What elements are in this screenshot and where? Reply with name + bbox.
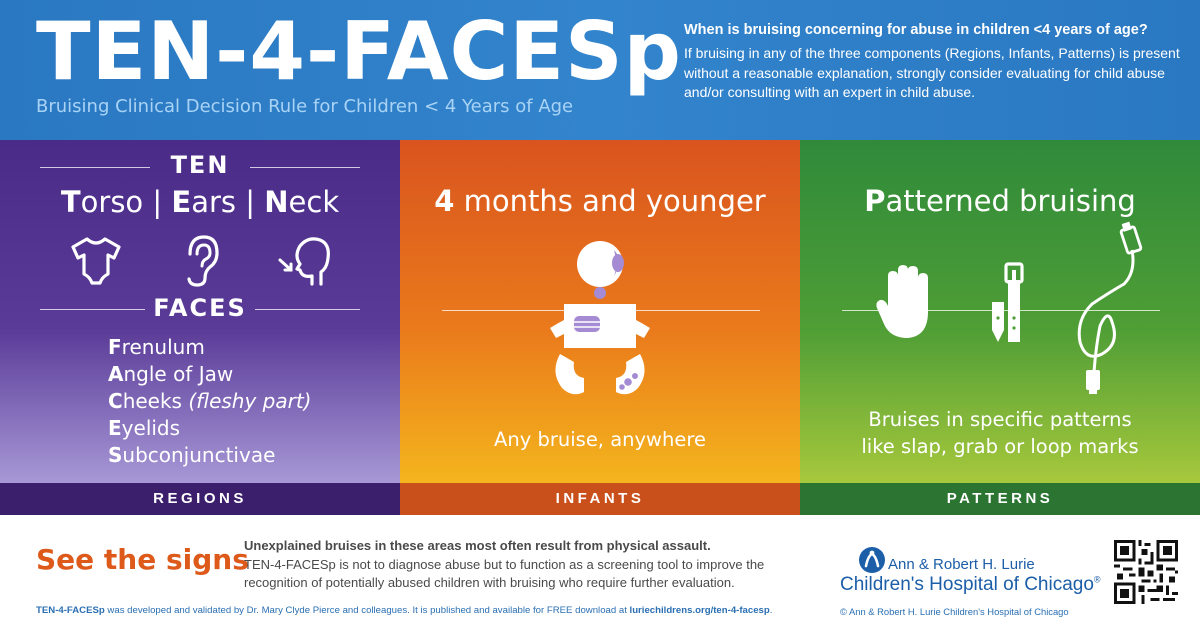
patterns-band: PATTERNS — [800, 483, 1200, 515]
lurie-logo: Ann & Robert H. Lurie Children's Hospita… — [840, 546, 1101, 598]
logo-text-line1: Ann & Robert H. Lurie — [888, 556, 1035, 573]
divider — [255, 309, 360, 310]
patterns-caption: Bruises in specific patterns like slap, … — [861, 408, 1139, 458]
list-item: Cheeks (fleshy part) — [108, 389, 312, 413]
cord-loop-icon — [1077, 221, 1143, 394]
belt-icon — [992, 262, 1024, 342]
infants-heading: 4 months and younger — [434, 184, 766, 218]
divider — [40, 167, 150, 168]
header-question: When is bruising concerning for abuse in… — [684, 22, 1148, 38]
list-item: Eyelids — [108, 416, 181, 440]
footer-lead-text: Unexplained bruises in these areas most … — [244, 538, 711, 553]
ear-icon — [187, 235, 219, 287]
infants-band: INFANTS — [400, 483, 800, 515]
see-signs-heading: See the signs — [36, 543, 249, 576]
qr-code-icon[interactable] — [1114, 540, 1178, 604]
ten-label: TEN — [170, 151, 230, 179]
patterns-heading: Patterned bruising — [864, 184, 1136, 218]
page-title: TEN-4-FACESp — [36, 5, 682, 98]
patterns-panel: Patterned bruising Bruises in specific p… — [800, 140, 1200, 483]
page-subtitle: Bruising Clinical Decision Rule for Chil… — [36, 96, 574, 117]
list-item: Frenulum — [108, 335, 205, 359]
infants-caption: Any bruise, anywhere — [494, 428, 706, 451]
hand-icon — [876, 265, 928, 338]
infants-panel: 4 months and younger Any bruise, anywher… — [400, 140, 800, 483]
regions-band: REGIONS — [0, 483, 400, 515]
ten-initial: E — [171, 185, 192, 219]
footer-body-text: TEN-4-FACESp is not to diagnose abuse bu… — [244, 557, 765, 590]
ten-initial: N — [264, 185, 289, 219]
faces-list: Frenulum Angle of Jaw Cheeks (fleshy par… — [108, 334, 311, 469]
neck-icon — [278, 237, 330, 286]
divider — [250, 167, 360, 168]
list-item: Subconjunctivae — [108, 443, 276, 467]
onesie-icon — [71, 237, 121, 285]
faces-label: FACES — [153, 294, 247, 322]
list-item: Angle of Jaw — [108, 362, 234, 386]
footer-copyright: © Ann & Robert H. Lurie Children's Hospi… — [840, 606, 1069, 617]
header-body-text: If bruising in any of the three componen… — [684, 45, 1180, 100]
divider — [40, 309, 145, 310]
ten-initial: T — [60, 185, 81, 219]
hospital-logo-icon — [859, 547, 885, 573]
infant-icon — [550, 241, 650, 395]
logo-text-line2: Children's Hospital of Chicago® — [840, 574, 1101, 595]
footer-credit: TEN-4-FACESp was developed and validated… — [36, 605, 773, 616]
ten-items: Torso | Ears | Neck — [60, 185, 340, 219]
download-link[interactable]: luriechildrens.org/ten-4-facesp — [629, 605, 770, 616]
header-banner: TEN-4-FACESp Bruising Clinical Decision … — [0, 0, 1200, 140]
regions-panel: TEN Torso | Ears | Neck FACES Frenulum A… — [0, 140, 400, 483]
